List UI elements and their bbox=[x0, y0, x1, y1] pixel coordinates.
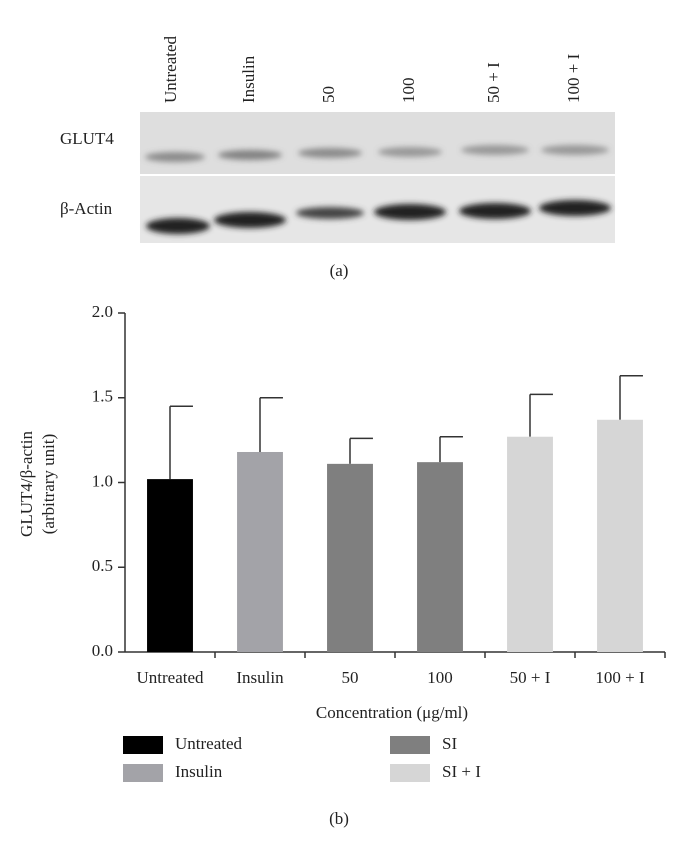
x-tick-label: Untreated bbox=[136, 668, 204, 687]
y-tick-label: 1.5 bbox=[92, 387, 113, 406]
lane-label: 100 bbox=[399, 78, 418, 104]
y-axis-label: (arbitrary unit) bbox=[39, 434, 58, 535]
lane-label: 50 bbox=[319, 86, 338, 103]
y-tick-label: 1.0 bbox=[92, 471, 113, 490]
blot-image bbox=[140, 112, 615, 243]
lane-label: 100 + I bbox=[564, 53, 583, 103]
bar bbox=[417, 462, 463, 652]
blot-row-label: GLUT4 bbox=[60, 129, 114, 148]
x-axis-label: Concentration (μg/ml) bbox=[316, 703, 468, 722]
bar bbox=[507, 436, 553, 652]
panel-label: (a) bbox=[330, 261, 349, 280]
legend-label: SI + I bbox=[442, 762, 481, 781]
x-tick-label: 50 bbox=[342, 668, 359, 687]
bar bbox=[237, 451, 283, 652]
x-tick-label: 100 bbox=[427, 668, 453, 687]
legend-swatch bbox=[123, 736, 163, 754]
y-tick-label: 2.0 bbox=[92, 302, 113, 321]
y-tick-label: 0.0 bbox=[92, 641, 113, 660]
legend-label: Insulin bbox=[175, 762, 223, 781]
x-tick-label: 100 + I bbox=[595, 668, 645, 687]
legend-swatch bbox=[123, 764, 163, 782]
x-tick-label: 50 + I bbox=[510, 668, 551, 687]
legend-swatch bbox=[390, 764, 430, 782]
bar bbox=[327, 463, 373, 652]
x-tick-label: Insulin bbox=[236, 668, 284, 687]
blot-row-label: β-Actin bbox=[60, 199, 113, 218]
lane-label: Insulin bbox=[239, 55, 258, 103]
panel-label: (b) bbox=[329, 809, 349, 828]
legend-label: SI bbox=[442, 734, 457, 753]
y-tick-label: 0.5 bbox=[92, 556, 113, 575]
y-axis-label: GLUT4/β-actin bbox=[17, 431, 36, 537]
legend-label: Untreated bbox=[175, 734, 243, 753]
bar bbox=[147, 479, 193, 652]
bar bbox=[597, 419, 643, 652]
legend-swatch bbox=[390, 736, 430, 754]
lane-label: Untreated bbox=[161, 35, 180, 103]
lane-label: 50 + I bbox=[484, 62, 503, 103]
